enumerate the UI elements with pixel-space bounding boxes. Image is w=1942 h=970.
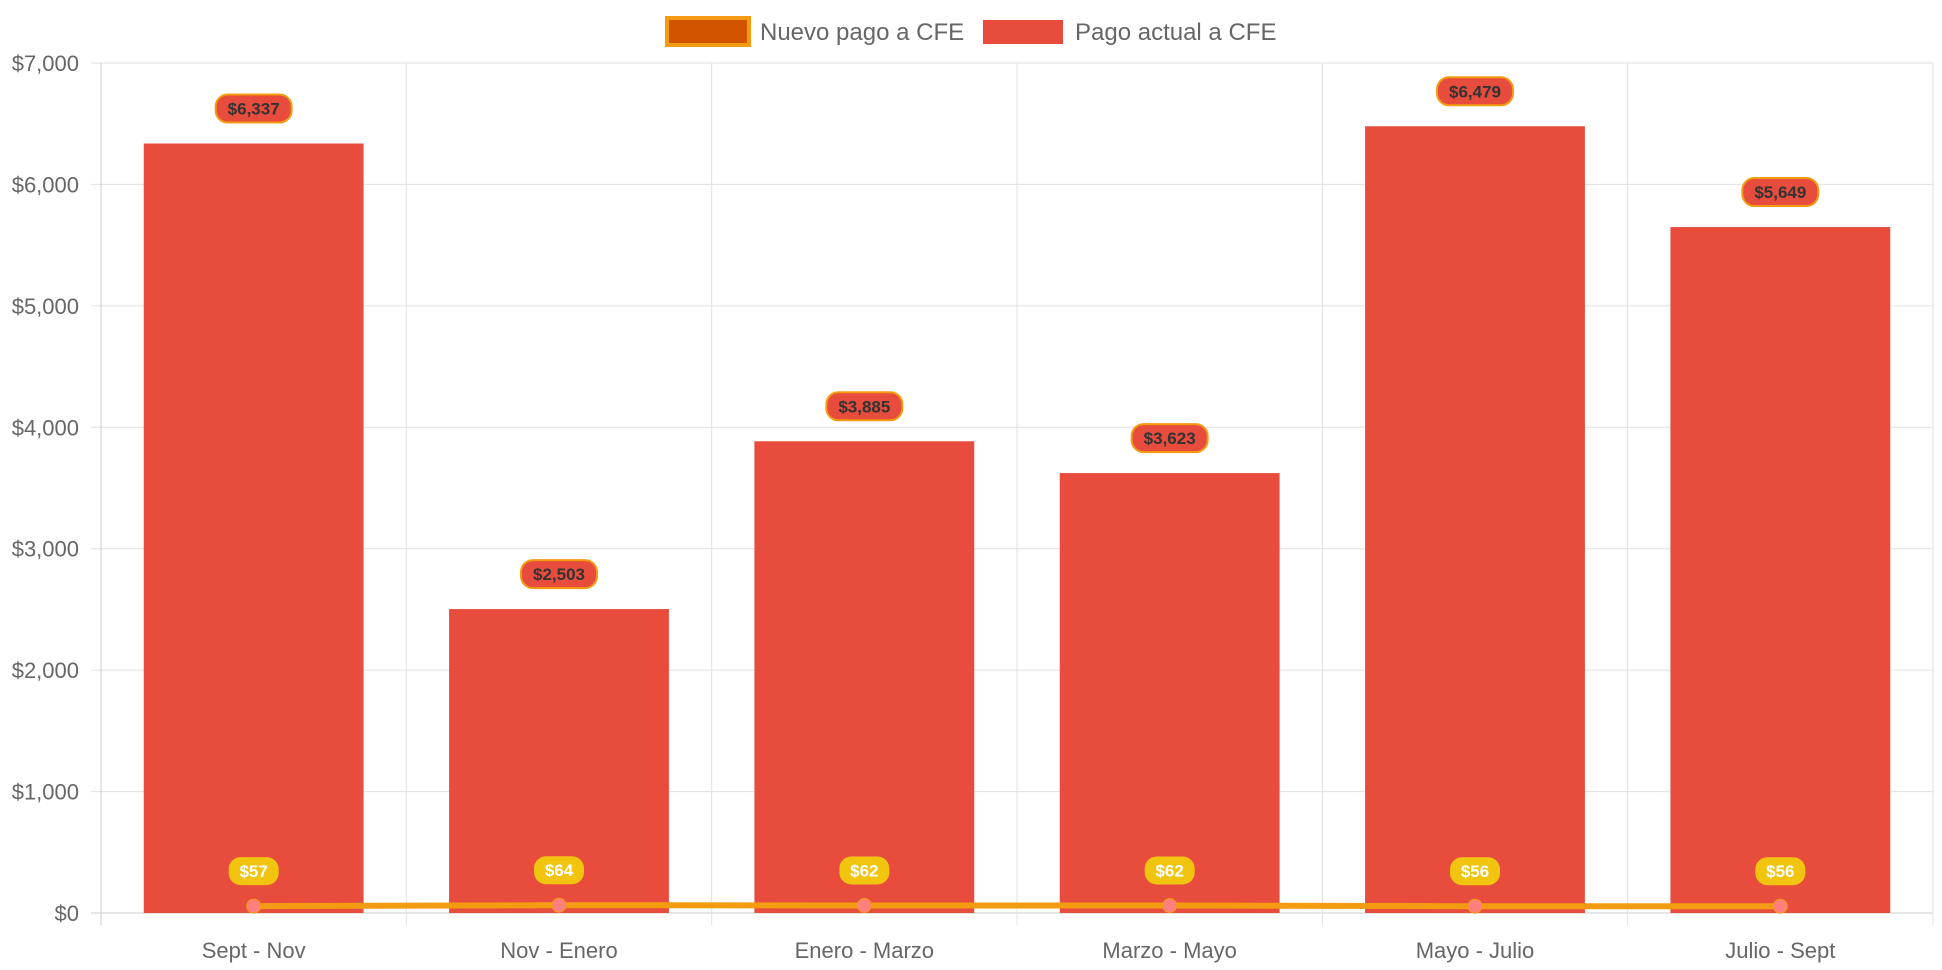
y-tick-label: $1,000 — [12, 780, 79, 805]
bar-data-label-text: $2,503 — [533, 565, 585, 584]
bar-data-label: $6,337 — [214, 93, 293, 124]
line-data-label-bg — [1755, 857, 1806, 886]
line-data-label: $56 — [1450, 857, 1500, 886]
line-data-label-text: $56 — [1461, 862, 1489, 881]
bar-data-label-text: $6,479 — [1449, 82, 1501, 101]
line-data-label-text: $62 — [850, 861, 878, 880]
x-axis: Sept - Nov Nov - Enero Enero - Marzo Marzo … — [202, 938, 1836, 963]
line-point[interactable] — [246, 898, 262, 914]
bar-data-label-text: $3,623 — [1144, 429, 1196, 448]
y-tick-label: $3,000 — [12, 537, 79, 562]
line-data-label-text: $57 — [239, 862, 267, 881]
line-point[interactable] — [1772, 898, 1788, 914]
line-data-label: $56 — [1755, 857, 1806, 886]
bar-data-label-bg — [825, 391, 904, 422]
line-data-labels: $57 $64 $62 $62 $56 $56 — [228, 856, 1806, 886]
line-data-label: $62 — [1144, 856, 1195, 885]
x-tick-label: Mayo - Julio — [1416, 938, 1535, 963]
x-tick-label: Nov - Enero — [500, 938, 617, 963]
y-axis: $0 $1,000 $2,000 $3,000 $4,000 $5,000 $6,000 $7… — [12, 51, 79, 926]
bar-data-label-bg — [1130, 423, 1209, 454]
line-data-label-bg — [534, 856, 584, 885]
line-data-label-bg — [1450, 857, 1500, 886]
bar[interactable] — [143, 143, 364, 913]
line-point[interactable] — [856, 897, 872, 913]
bar-data-labels: $6,337 $2,503 $3,885 $3,623 $6,479 $5,649 — [214, 76, 1820, 590]
y-tick-label: $5,000 — [12, 294, 79, 319]
bar-data-label: $2,503 — [520, 559, 598, 590]
series-line — [253, 902, 1781, 910]
bar[interactable] — [1059, 473, 1280, 913]
bar-data-label: $3,885 — [825, 391, 904, 422]
line-data-label-bg — [839, 856, 890, 885]
line-series-nuevo-pago — [246, 897, 1788, 914]
bar-data-label: $6,479 — [1436, 76, 1514, 107]
line-data-label: $57 — [228, 857, 279, 886]
bar-data-label-text: $3,885 — [838, 397, 890, 416]
line-point[interactable] — [1162, 897, 1178, 913]
bar-data-label-bg — [1436, 76, 1514, 107]
bar[interactable] — [1670, 227, 1891, 914]
bar-data-label-bg — [214, 93, 293, 124]
grid-lines — [91, 62, 1934, 925]
legend-label-nuevo-pago[interactable]: Nuevo pago a CFE — [760, 19, 964, 46]
y-tick-label: $7,000 — [12, 51, 79, 76]
legend-swatch-nuevo-pago[interactable] — [665, 16, 751, 47]
legend: Nuevo pago a CFE Pago actual a CFE — [665, 16, 1276, 47]
bar-data-label-text: $5,649 — [1754, 183, 1806, 202]
line-data-label: $62 — [839, 856, 890, 885]
y-tick-label: $4,000 — [12, 415, 79, 440]
bar-data-label-bg — [520, 559, 598, 590]
bar-data-label: $3,623 — [1130, 423, 1209, 454]
y-tick-label: $2,000 — [12, 658, 79, 683]
y-tick-label: $6,000 — [12, 172, 79, 197]
bar-data-label-text: $6,337 — [228, 100, 280, 119]
y-tick-label: $0 — [55, 901, 79, 926]
line-data-label-bg — [1144, 856, 1195, 885]
x-tick-label: Marzo - Mayo — [1102, 938, 1236, 963]
line-data-label-bg — [228, 857, 279, 886]
x-tick-label: Sept - Nov — [202, 938, 306, 963]
bar-series-pago-actual — [143, 126, 1891, 914]
bar-data-label-bg — [1741, 177, 1820, 208]
x-tick-label: Enero - Marzo — [795, 938, 934, 963]
legend-swatch-pago-actual[interactable] — [983, 20, 1063, 44]
line-point[interactable] — [1467, 898, 1483, 914]
legend-label-pago-actual[interactable]: Pago actual a CFE — [1075, 19, 1276, 46]
bar[interactable] — [1365, 126, 1585, 913]
x-tick-label: Julio - Sept — [1725, 938, 1835, 963]
bar[interactable] — [754, 441, 975, 913]
line-data-label-text: $62 — [1155, 861, 1183, 880]
line-data-label-text: $56 — [1766, 862, 1794, 881]
bar-data-label: $5,649 — [1741, 177, 1820, 208]
line-point[interactable] — [551, 897, 567, 913]
line-data-label: $64 — [534, 856, 584, 885]
line-data-label-text: $64 — [545, 861, 574, 880]
